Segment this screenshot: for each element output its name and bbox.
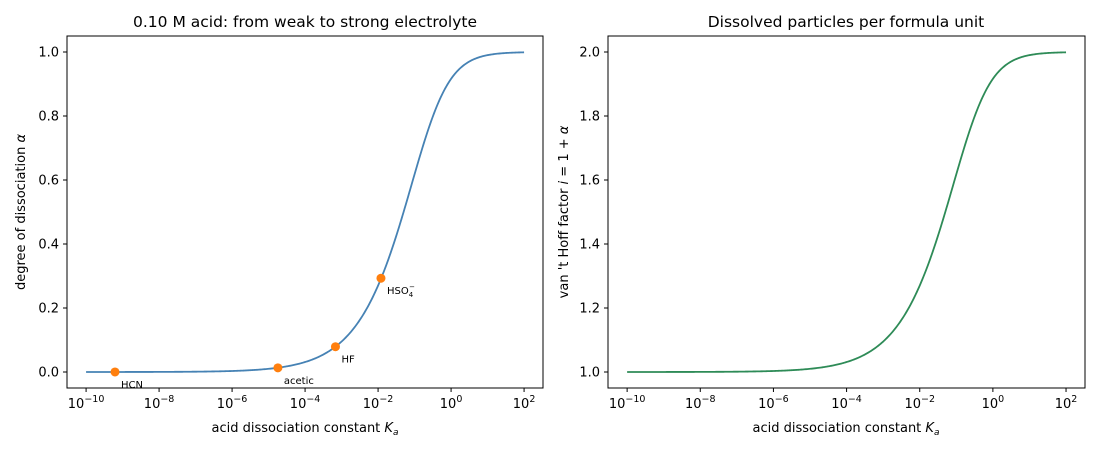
- acid-point-label: HSO4−: [387, 283, 415, 299]
- y-tick-label: 1.0: [38, 46, 59, 61]
- y-axis-label: van 't Hoff factor i = 1 + α: [557, 125, 572, 298]
- x-axis-label: acid dissociation constant Ka: [212, 421, 399, 438]
- x-tick-label: 10−2: [363, 394, 394, 412]
- x-tick-label: 10−8: [685, 394, 716, 412]
- plot-frame: [66, 35, 544, 389]
- y-axis-ticks: 0.0 0.2 0.4 0.6 0.8 1.0: [38, 46, 67, 381]
- chart-title: 0.10 M acid: from weak to strong electro…: [133, 13, 477, 31]
- series-line-vant-hoff: [627, 51, 1067, 373]
- x-tick-label: 102: [513, 394, 536, 412]
- x-tick-label: 10−10: [68, 394, 105, 412]
- x-axis-ticks: 10−10 10−8 10−6 10−4 10−2 100 102: [609, 388, 1078, 412]
- x-tick-label: 10−4: [290, 394, 321, 412]
- chart-title: Dissolved particles per formula unit: [708, 13, 985, 31]
- acid-point-hcn: [110, 367, 120, 377]
- acid-markers: HCN acetic HF HSO4−: [110, 273, 415, 391]
- y-tick-label: 0.0: [38, 366, 59, 381]
- plot-frame: [607, 35, 1086, 389]
- y-tick-label: 0.4: [38, 238, 59, 253]
- series-line-dissociation: [86, 51, 525, 373]
- x-tick-label: 10−4: [831, 394, 862, 412]
- acid-point-label: HF: [341, 355, 355, 366]
- chart-dissociation: 0.10 M acid: from weak to strong electro…: [14, 13, 544, 438]
- x-tick-label: 10−8: [144, 394, 175, 412]
- y-tick-label: 0.8: [38, 110, 59, 125]
- y-tick-label: 1.0: [579, 366, 600, 381]
- chart-vant-hoff: Dissolved particles per formula unit aci…: [557, 13, 1086, 438]
- x-axis-ticks: 10−10 10−8 10−6 10−4 10−2 100 102: [68, 388, 536, 412]
- x-tick-label: 102: [1055, 394, 1078, 412]
- y-tick-label: 0.2: [38, 302, 59, 317]
- y-axis-ticks: 1.0 1.2 1.4 1.6 1.8 2.0: [579, 46, 608, 381]
- y-tick-label: 1.8: [579, 110, 600, 125]
- x-tick-label: 10−2: [904, 394, 935, 412]
- x-tick-label: 10−6: [217, 394, 248, 412]
- x-tick-label: 100: [982, 394, 1005, 412]
- acid-point-acetic: [273, 363, 283, 373]
- x-tick-label: 10−6: [758, 394, 789, 412]
- acid-point-hso4: [376, 273, 386, 283]
- acid-point-label: acetic: [284, 376, 314, 387]
- y-axis-label: degree of dissociation α: [14, 134, 29, 290]
- x-tick-label: 10−10: [609, 394, 646, 412]
- acid-point-label: HCN: [121, 380, 143, 391]
- x-tick-label: 100: [440, 394, 463, 412]
- acid-point-hf: [330, 342, 340, 352]
- x-axis-label: acid dissociation constant Ka: [753, 421, 940, 438]
- y-tick-label: 1.4: [579, 238, 600, 253]
- y-tick-label: 2.0: [579, 46, 600, 61]
- y-tick-label: 0.6: [38, 174, 59, 189]
- y-tick-label: 1.6: [579, 174, 600, 189]
- y-tick-label: 1.2: [579, 302, 600, 317]
